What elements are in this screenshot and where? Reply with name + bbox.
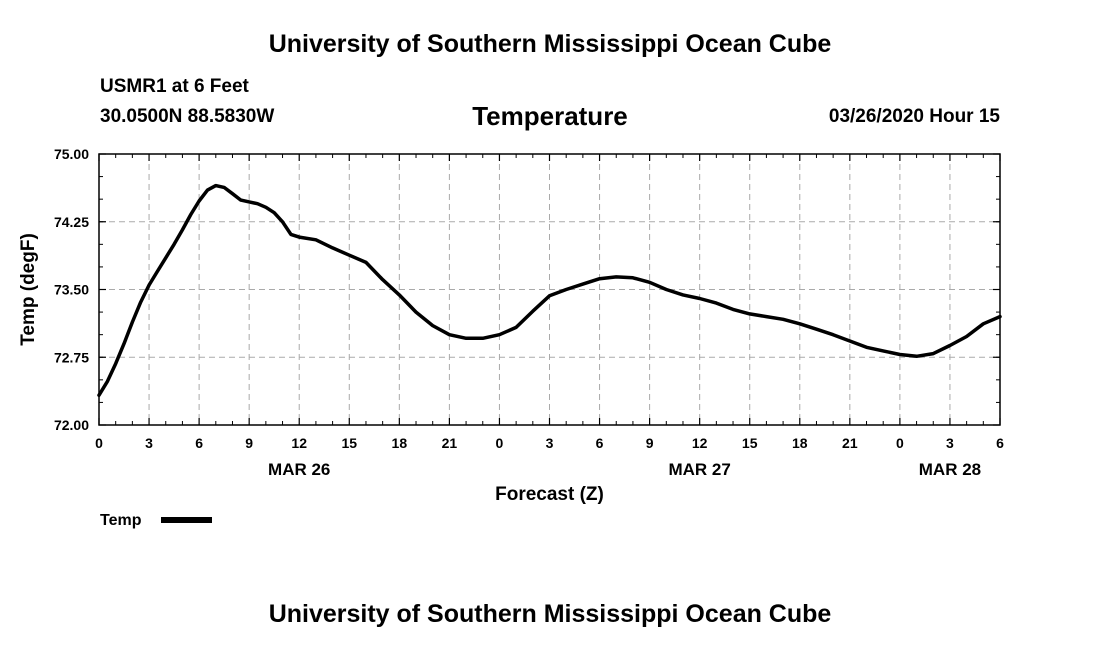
x-tick-label: 0 — [496, 435, 504, 451]
x-tick-label: 9 — [245, 435, 253, 451]
x-axis-title: Forecast (Z) — [495, 484, 604, 505]
plot-frame — [98, 153, 1001, 426]
x-tick-label: 6 — [195, 435, 203, 451]
x-tick-label: 18 — [792, 435, 808, 451]
date-label: MAR 28 — [919, 460, 981, 479]
y-tick-label: 72.75 — [54, 349, 89, 365]
y-tick-label: 72.00 — [54, 417, 89, 433]
y-tick-label: 74.25 — [54, 214, 89, 230]
x-tick-label: 9 — [646, 435, 654, 451]
label-layer: Forecast (Z) Temp (degF) 0 3 6 9 12 15 18 21 0 3 6… — [18, 146, 1004, 505]
footer-title: University of Southern Mississippi Ocean… — [268, 600, 832, 628]
legend-label: Temp — [100, 512, 142, 529]
x-tick-label: 6 — [996, 435, 1004, 451]
grid-layer — [99, 154, 1000, 425]
y-axis-title: Temp (degF) — [18, 233, 39, 346]
x-tick-label: 3 — [145, 435, 153, 451]
date-label: MAR 26 — [268, 460, 330, 479]
x-tick-label: 0 — [896, 435, 904, 451]
x-tick-label: 0 — [95, 435, 103, 451]
x-tick-label: 12 — [692, 435, 708, 451]
x-tick-label: 6 — [596, 435, 604, 451]
temp-series-line — [97, 183, 1002, 397]
x-tick-label: 15 — [341, 435, 357, 451]
series-layer — [97, 183, 1002, 397]
x-tick-label: 21 — [442, 435, 458, 451]
x-tick-label: 18 — [392, 435, 408, 451]
x-tick-label: 15 — [742, 435, 758, 451]
legend: Temp — [100, 512, 212, 529]
station-label: USMR1 at 6 Feet — [100, 76, 249, 97]
y-tick-label: 73.50 — [54, 282, 89, 298]
coordinates-label: 30.0500N 88.5830W — [100, 106, 275, 127]
datetime-label: 03/26/2020 Hour 15 — [828, 106, 1000, 127]
x-tick-label: 3 — [546, 435, 554, 451]
y-tick-label: 75.00 — [54, 146, 89, 162]
page-title: University of Southern Mississippi Ocean… — [268, 30, 832, 58]
x-tick-label: 3 — [946, 435, 954, 451]
parameter-title: Temperature — [472, 101, 628, 131]
x-tick-label: 12 — [291, 435, 307, 451]
x-tick-label: 21 — [842, 435, 858, 451]
date-label: MAR 27 — [668, 460, 730, 479]
